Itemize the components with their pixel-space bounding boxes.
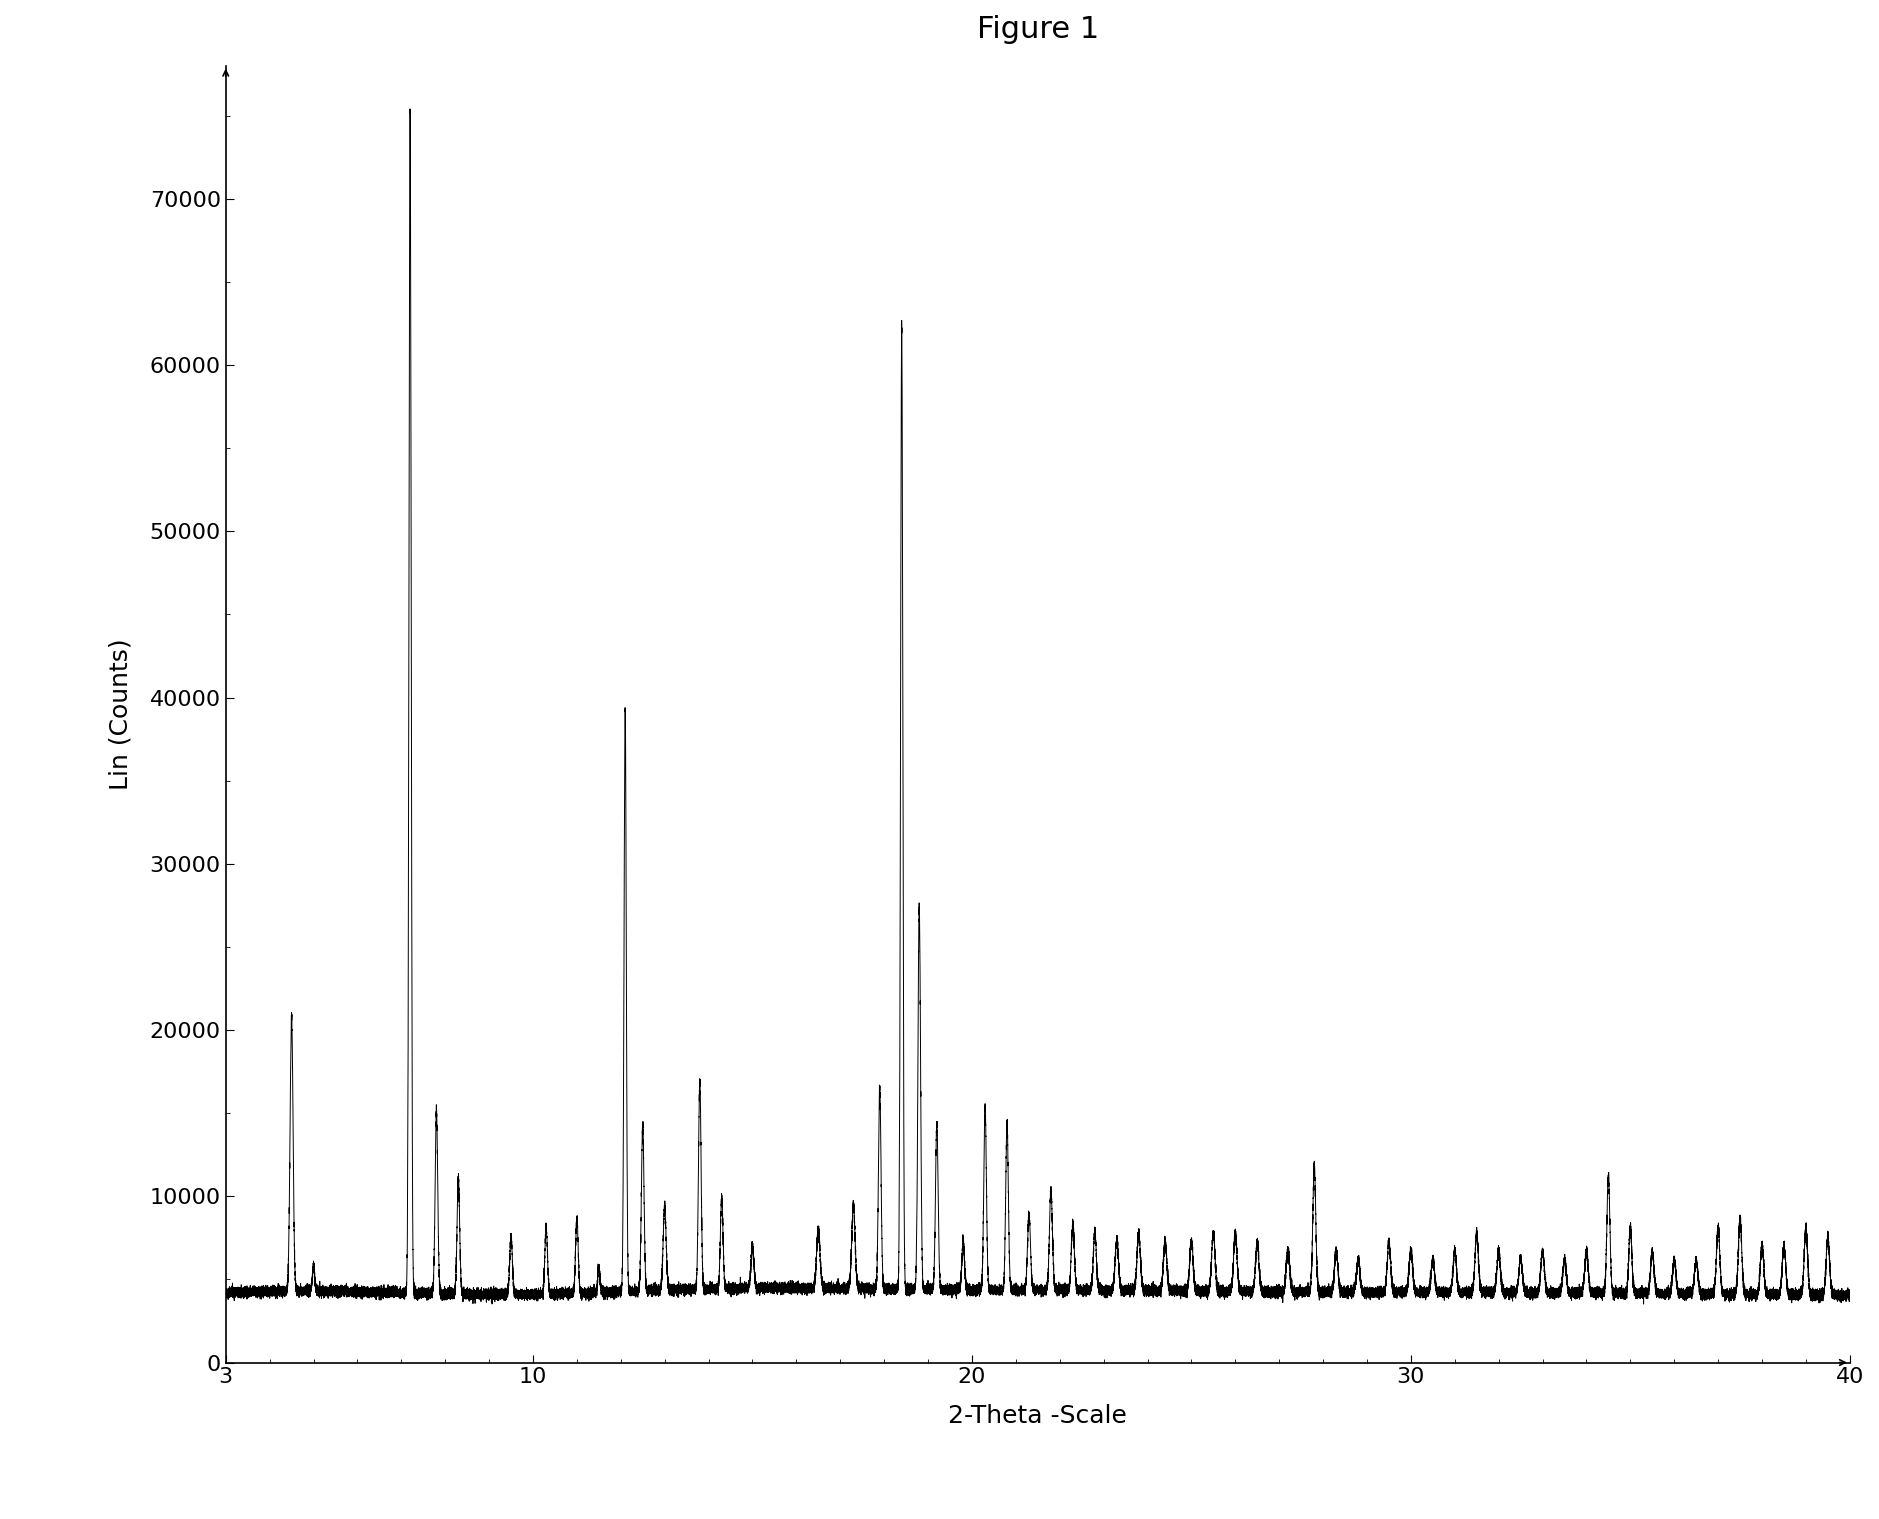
Title: Figure 1: Figure 1 xyxy=(977,15,1099,44)
Y-axis label: Lin (Counts): Lin (Counts) xyxy=(109,638,133,790)
X-axis label: 2-Theta -Scale: 2-Theta -Scale xyxy=(949,1404,1127,1428)
